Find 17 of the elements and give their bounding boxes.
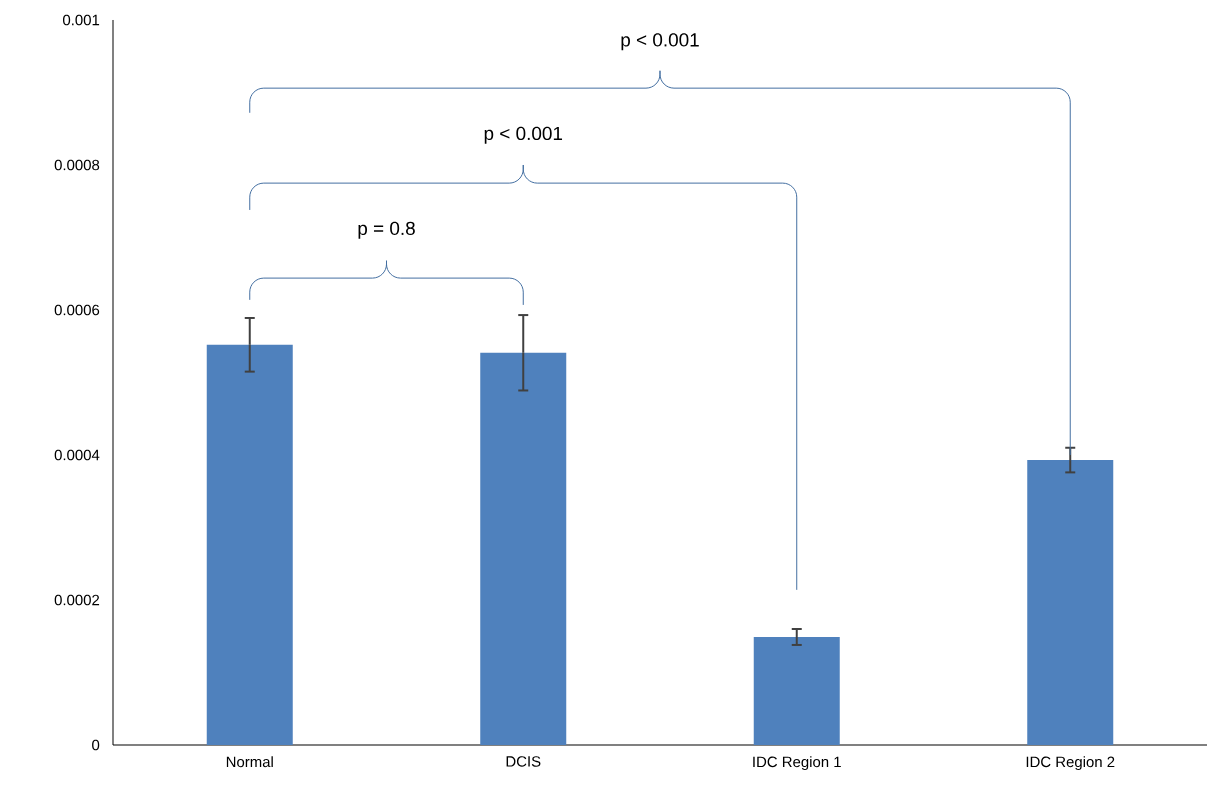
x-tick-label: IDC Region 2 bbox=[1026, 756, 1115, 771]
bar bbox=[206, 344, 293, 745]
y-tick-label: 0.0006 bbox=[54, 304, 100, 316]
y-tick-label: 0.0004 bbox=[54, 449, 100, 461]
bar bbox=[753, 636, 840, 745]
x-tick-label: IDC Region 1 bbox=[753, 756, 841, 771]
y-tick-label: 0.0008 bbox=[54, 159, 100, 171]
annotation: p = 0.8 bbox=[358, 221, 415, 239]
x-tick-label: DCIS bbox=[506, 756, 541, 767]
bar bbox=[480, 352, 567, 745]
bar bbox=[1027, 460, 1114, 745]
x-tick-label: Normal bbox=[226, 756, 273, 768]
annotation: p < 0.001 bbox=[621, 33, 699, 51]
y-tick-label: 0.0002 bbox=[54, 594, 100, 606]
y-tick-label: 0 bbox=[92, 739, 100, 751]
y-tick-label: 0.001 bbox=[63, 14, 100, 26]
annotation: p < 0.001 bbox=[484, 126, 563, 144]
